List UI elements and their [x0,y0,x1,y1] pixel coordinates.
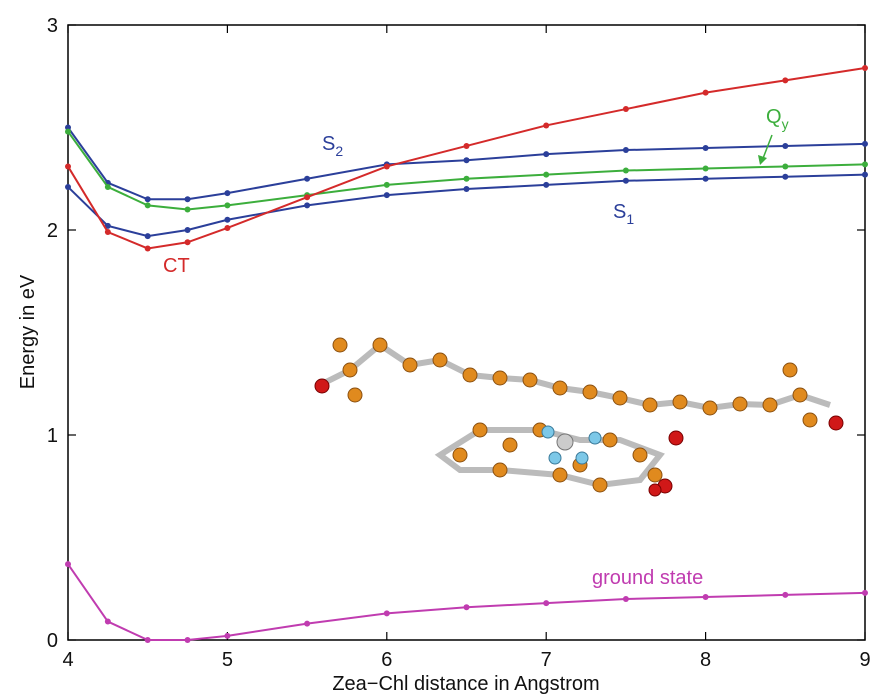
data-point [65,561,71,568]
data-point [65,163,71,170]
data-point [782,77,789,84]
y-tick-label: 1 [47,425,58,447]
data-point [862,65,868,72]
series-name: ground state [592,567,703,589]
data-point [702,145,709,151]
data-point [782,591,789,598]
data-point [144,233,151,240]
data-point [383,610,390,617]
data-point [104,183,111,190]
x-tick-label: 5 [222,649,233,671]
data-point [862,589,868,596]
data-point [463,175,470,182]
data-point [144,196,151,203]
data-point [543,181,550,188]
data-point [622,106,629,113]
series-subscript: 1 [626,211,634,227]
series-name: CT [163,255,190,277]
x-tick-label: 6 [381,649,392,671]
series-label: Qy [766,106,789,132]
series-label: S2 [322,133,343,159]
x-tick-label: 8 [700,649,711,671]
data-point [104,222,111,229]
data-point [543,600,550,607]
data-point [383,163,390,170]
x-tick-label: 9 [859,649,870,671]
data-point [184,227,191,233]
series-label: CT [163,255,190,277]
data-point [862,171,868,178]
data-point [782,163,789,170]
data-point [144,202,151,209]
x-axis-label: Zea−Chl distance in Angstrom [332,673,599,695]
data-point [144,245,151,252]
data-point [622,177,629,184]
y-tick-label: 2 [47,220,58,242]
data-point [463,604,470,611]
data-point [702,175,709,182]
data-point [702,89,709,96]
data-point [862,161,868,168]
series-label: ground state [592,567,703,589]
label-arrowhead [758,155,767,165]
data-point [463,157,470,164]
series-subscript: y [782,116,789,132]
data-point [144,637,151,643]
data-point [702,165,709,172]
x-tick-label: 4 [62,649,73,671]
data-point [184,206,191,213]
data-point [104,229,111,236]
data-point [304,194,311,201]
data-point [224,202,231,209]
label-arrow [761,134,773,162]
data-point [702,593,709,600]
series-line [67,563,866,641]
series-name: S [613,201,626,223]
data-point [224,216,231,223]
data-point [782,142,789,149]
data-point [463,142,470,149]
data-point [184,196,191,203]
molecule-illustration [314,337,844,497]
series-label: S1 [613,201,634,227]
data-point [622,167,629,174]
data-point [383,192,390,199]
y-tick-label: 3 [47,15,58,37]
data-point [862,140,868,147]
data-point [383,181,390,188]
x-tick-label: 7 [541,649,552,671]
data-point [224,190,231,197]
series-subscript: 2 [335,143,343,159]
data-point [184,637,191,643]
data-point [782,173,789,180]
data-point [622,147,629,154]
plot-frame [67,24,866,641]
data-point [622,596,629,602]
data-point [543,151,550,158]
data-point [224,224,231,231]
data-point [104,618,111,625]
data-point [304,202,311,209]
data-point [65,183,71,190]
data-point [543,171,550,178]
y-tick-label: 0 [47,630,58,652]
data-point [224,632,231,639]
data-point [543,122,550,129]
series-name: S [322,133,335,155]
data-point [184,239,191,246]
data-point [304,175,311,182]
series-name: Q [766,106,782,128]
data-point [65,128,71,135]
data-point [304,620,311,627]
data-point [65,124,71,131]
series-line [67,173,866,238]
data-point [463,186,470,192]
y-axis-label: Energy in eV [17,274,39,389]
